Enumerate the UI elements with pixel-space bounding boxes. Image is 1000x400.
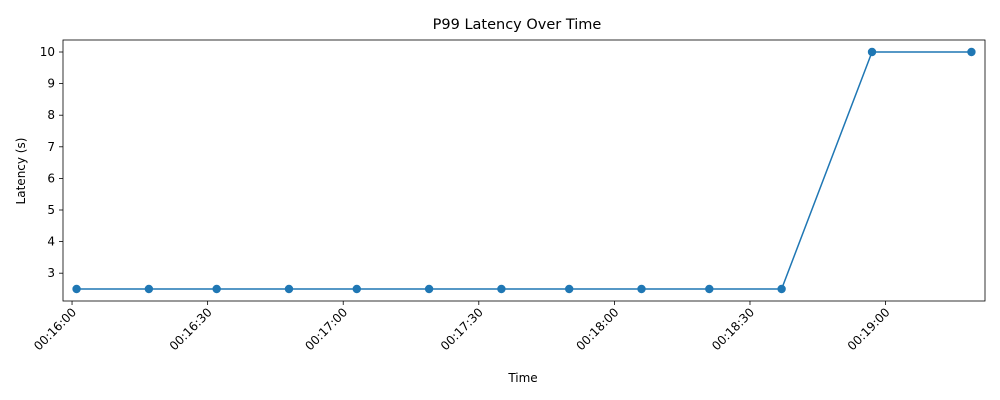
x-tick-label: 00:18:00: [573, 305, 621, 353]
data-point: [637, 284, 646, 294]
y-tick-label: 9: [47, 77, 55, 91]
y-tick-label: 10: [40, 45, 55, 59]
y-tick-label: 7: [47, 140, 55, 154]
y-axis-label: Latency (s): [14, 138, 28, 205]
x-tick-label: 00:17:30: [438, 305, 486, 353]
data-point: [212, 284, 221, 294]
y-tick-label: 4: [47, 235, 55, 249]
data-point: [777, 284, 786, 294]
axes-frame: [62, 39, 986, 302]
x-tick-label: 00:16:30: [167, 305, 215, 353]
x-tick-label: 00:16:00: [31, 305, 79, 353]
series-line: [76, 51, 972, 290]
chart-title: P99 Latency Over Time: [433, 17, 602, 33]
plot-area: [62, 39, 986, 302]
data-point: [967, 47, 976, 57]
x-axis: 00:16:00 00:16:30 00:17:00 00:17:30 00:18:00…: [31, 301, 893, 353]
y-tick-label: 5: [47, 203, 55, 217]
data-point: [497, 284, 506, 294]
data-point: [352, 284, 361, 294]
x-tick-label: 00:17:00: [302, 305, 350, 353]
data-point: [284, 284, 294, 294]
data-point: [144, 284, 154, 294]
y-tick-label: 3: [47, 266, 55, 280]
data-point: [867, 47, 877, 57]
x-tick-label: 00:18:30: [709, 305, 757, 353]
x-axis-label: Time: [507, 371, 537, 385]
y-tick-label: 8: [47, 108, 55, 122]
data-point: [564, 284, 574, 294]
y-axis: 3 4 5 6 7 8 9 10: [40, 45, 63, 280]
y-tick-label: 6: [47, 171, 55, 185]
x-tick-label: 00:19:00: [845, 305, 893, 353]
data-point: [705, 284, 714, 294]
data-point: [72, 284, 81, 294]
data-point: [424, 284, 434, 294]
